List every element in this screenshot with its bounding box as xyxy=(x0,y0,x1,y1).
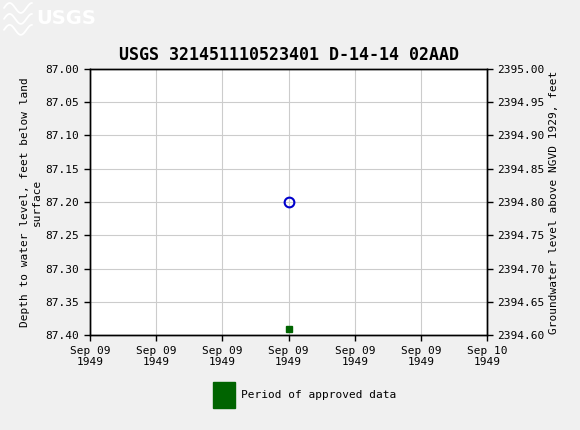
Text: USGS: USGS xyxy=(36,9,96,28)
Y-axis label: Groundwater level above NGVD 1929, feet: Groundwater level above NGVD 1929, feet xyxy=(549,71,559,334)
Y-axis label: Depth to water level, feet below land
surface: Depth to water level, feet below land su… xyxy=(20,77,42,327)
Text: Period of approved data: Period of approved data xyxy=(241,390,396,400)
Bar xyxy=(213,383,235,408)
Title: USGS 321451110523401 D-14-14 02AAD: USGS 321451110523401 D-14-14 02AAD xyxy=(118,46,459,64)
